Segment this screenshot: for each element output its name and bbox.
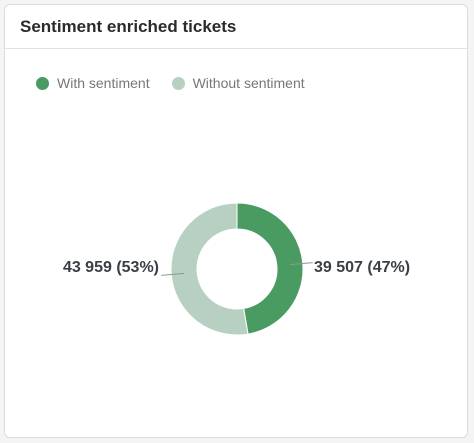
leader-line-with-sentiment bbox=[289, 262, 313, 266]
legend-swatch-without-sentiment bbox=[171, 76, 185, 90]
card-header: Sentiment enriched tickets bbox=[5, 5, 467, 49]
donut-slice-without-sentiment[interactable] bbox=[170, 202, 249, 336]
legend-item-without-sentiment[interactable]: Without sentiment bbox=[171, 75, 305, 91]
legend-label-with-sentiment: With sentiment bbox=[57, 75, 150, 91]
leader-line-without-sentiment bbox=[161, 272, 185, 276]
sentiment-card: Sentiment enriched tickets With sentimen… bbox=[4, 4, 468, 438]
data-label-without-sentiment: 43 959 (53%) bbox=[63, 259, 159, 276]
legend-item-with-sentiment[interactable]: With sentiment bbox=[36, 75, 150, 91]
legend-swatch-with-sentiment bbox=[36, 76, 49, 90]
chart-legend: With sentiment Without sentiment bbox=[36, 75, 327, 91]
donut-slice-with-sentiment[interactable] bbox=[236, 202, 304, 335]
data-label-with-sentiment: 39 507 (47%) bbox=[314, 259, 410, 276]
card-title: Sentiment enriched tickets bbox=[20, 16, 237, 36]
legend-label-without-sentiment: Without sentiment bbox=[192, 75, 305, 91]
